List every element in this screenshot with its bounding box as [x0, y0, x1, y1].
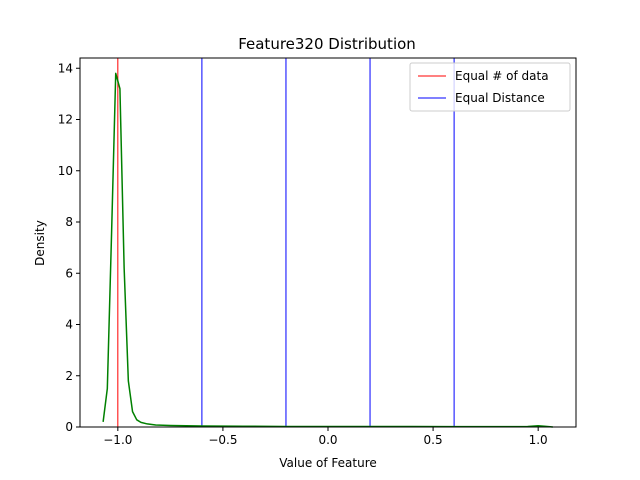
x-axis-ticks: −1.0 −0.5 0.0 0.5 1.0: [103, 427, 548, 447]
vertical-lines: [117, 58, 455, 427]
y-tick-label: 12: [58, 113, 73, 127]
legend-box: [409, 62, 571, 112]
series-layer: [102, 72, 553, 428]
density-line-0: [102, 72, 553, 428]
y-tick-label: 10: [58, 164, 73, 178]
y-axis-label: Density: [33, 220, 47, 266]
x-tick-label: 1.0: [529, 433, 548, 447]
x-tick-label: 0.0: [318, 433, 337, 447]
x-tick-label: −0.5: [208, 433, 237, 447]
x-axis-label: Value of Feature: [279, 456, 377, 470]
x-tick-label: −1.0: [103, 433, 132, 447]
legend: Equal # of data Equal Distance: [409, 62, 571, 112]
legend-label-equal-distance: Equal Distance: [455, 91, 545, 105]
y-tick-label: 0: [65, 420, 73, 434]
y-tick-label: 8: [65, 215, 73, 229]
y-tick-label: 2: [65, 369, 73, 383]
y-tick-label: 4: [65, 318, 73, 332]
chart-title: Feature320 Distribution: [238, 35, 416, 53]
y-axis-ticks: 0 2 4 6 8 10 12 14: [58, 61, 80, 434]
plot-frame: [79, 57, 577, 428]
x-tick-label: 0.5: [424, 433, 443, 447]
y-tick-label: 14: [58, 61, 73, 75]
legend-label-equal-count: Equal # of data: [455, 69, 549, 83]
y-tick-label: 6: [65, 266, 73, 280]
